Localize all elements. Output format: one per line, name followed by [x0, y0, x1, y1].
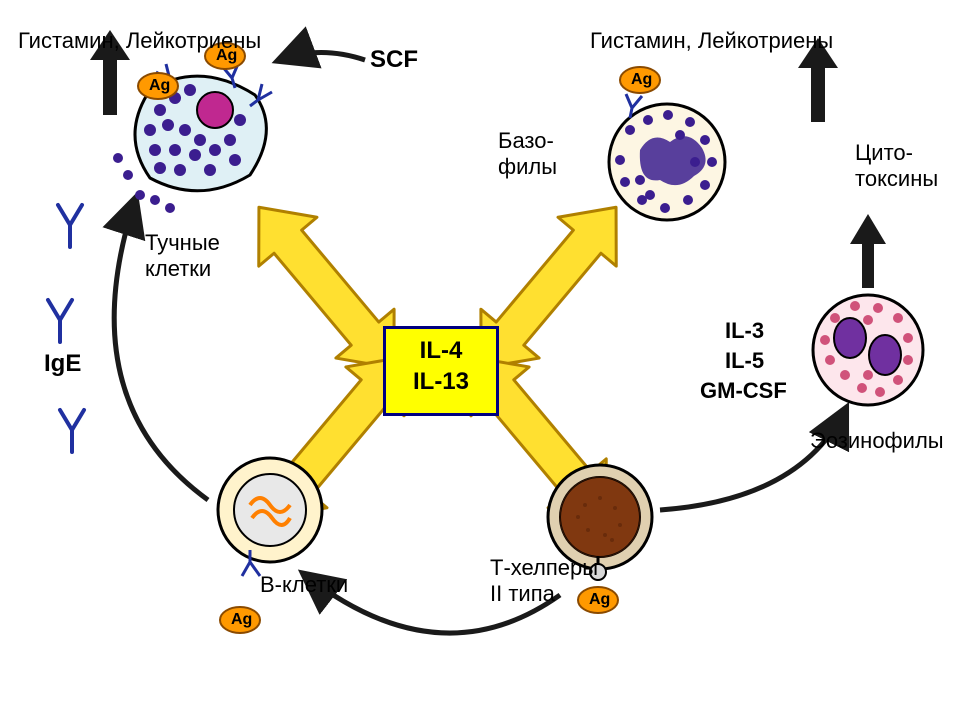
- cell-eosinophil: [813, 295, 923, 405]
- arrow-scf-to-mast: [280, 53, 365, 61]
- cell-basophil: [609, 67, 725, 220]
- label-ag-baso: Ag: [631, 71, 652, 89]
- label-gmcsf: GM-CSF: [700, 378, 787, 404]
- label-scf: SCF: [370, 46, 418, 74]
- label-histamine-right: Гистамин, Лейкотриены: [590, 28, 833, 54]
- label-thelpers: Т-хелперы II типа: [490, 555, 598, 607]
- label-mast: Тучные клетки: [145, 230, 220, 282]
- label-bcells: В-клетки: [260, 572, 348, 598]
- center-line2: IL-13: [386, 366, 496, 397]
- label-ige: IgE: [44, 350, 81, 378]
- label-ag-bcell: Ag: [231, 611, 252, 629]
- label-ag-mast2: Ag: [149, 77, 170, 95]
- label-basophils: Базо- филы: [498, 128, 557, 180]
- center-line1: IL-4: [386, 335, 496, 366]
- cell-mast: [113, 43, 272, 213]
- arrow-eos-release: [850, 214, 886, 288]
- free-ige: [48, 205, 84, 452]
- arrow-thelper-to-eos: [660, 410, 845, 510]
- diagram-stage: IL-4 IL-13 Гистамин, Лейкотриены Гистами…: [0, 0, 960, 720]
- cell-bcell: [218, 458, 322, 633]
- label-cytotoxins: Цито- токсины: [855, 140, 938, 192]
- center-cytokine-box: IL-4 IL-13: [383, 326, 499, 416]
- label-eosinophils: Эозинофилы: [810, 428, 944, 454]
- label-il5: IL-5: [725, 348, 764, 374]
- label-ag-mast1: Ag: [216, 47, 237, 65]
- label-ag-thelp: Ag: [589, 591, 610, 609]
- label-il3: IL-3: [725, 318, 764, 344]
